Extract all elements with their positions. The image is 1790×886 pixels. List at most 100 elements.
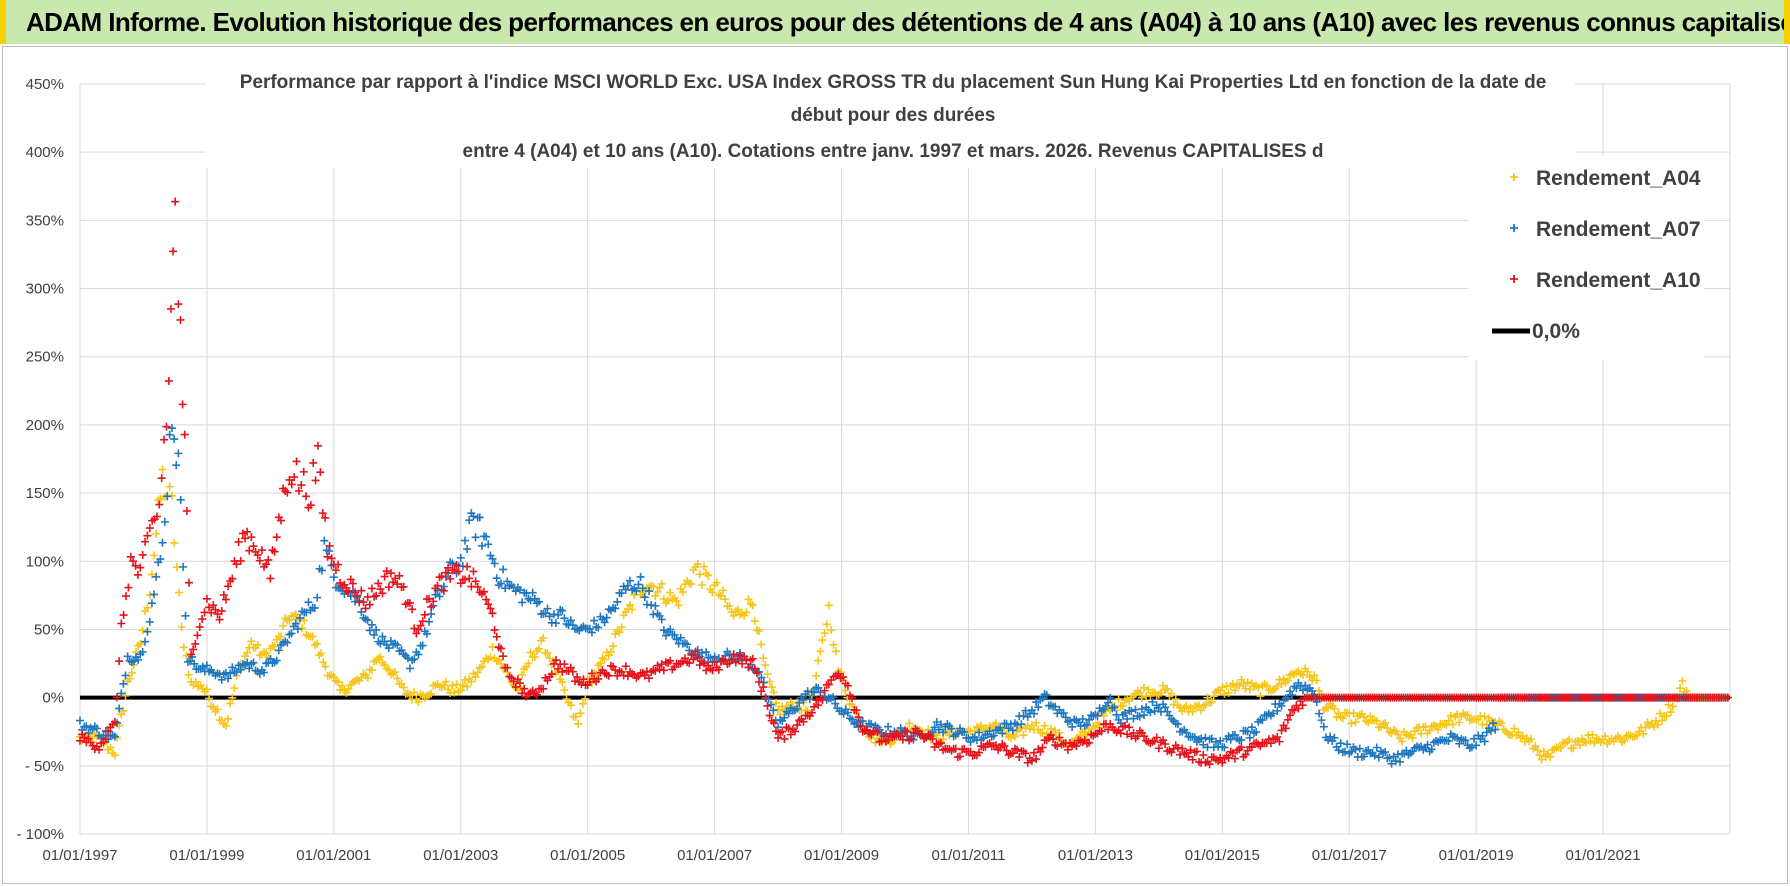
point-rendement-a10 [659,666,668,675]
point-rendement-a10 [406,599,414,608]
point-rendement-a10 [198,615,207,624]
point-rendement-a10 [372,591,381,600]
point-rendement-a10 [1129,729,1138,738]
point-rendement-a10 [1199,751,1208,760]
point-rendement-a10 [253,551,262,560]
point-rendement-a07 [283,638,292,647]
point-rendement-a07 [757,673,766,682]
point-rendement-a04 [247,637,256,646]
point-rendement-a04 [761,661,770,670]
point-rendement-a10 [532,690,541,699]
point-rendement-a10 [619,671,628,680]
point-rendement-a10 [757,687,766,696]
point-rendement-a07 [115,704,124,713]
point-rendement-a04 [600,655,609,664]
point-rendement-a07 [129,657,138,666]
point-rendement-a07 [1317,716,1326,725]
point-rendement-a10 [241,534,249,543]
point-rendement-a10 [110,717,119,726]
point-rendement-a04 [1273,682,1282,691]
point-rendement-a04 [1649,722,1658,731]
point-rendement-a10 [1178,744,1187,753]
point-rendement-a10 [799,717,808,726]
point-rendement-a10 [221,595,230,604]
point-rendement-a10 [429,597,438,606]
point-rendement-a07 [76,716,84,725]
point-rendement-a10 [774,733,783,742]
scatter-points [76,197,1732,769]
point-rendement-a10 [573,673,582,682]
point-rendement-a07 [1129,714,1138,723]
point-rendement-a07 [858,717,867,726]
point-rendement-a10 [294,486,303,495]
point-rendement-a10 [547,670,556,679]
point-rendement-a07 [1326,732,1335,741]
point-rendement-a07 [1032,698,1041,707]
point-rendement-a04 [338,681,347,690]
point-rendement-a10 [1298,701,1307,710]
point-rendement-a04 [1351,718,1360,727]
point-rendement-a04 [1347,719,1356,728]
point-rendement-a10 [292,457,301,466]
point-rendement-a07 [560,614,569,623]
point-rendement-a07 [232,667,241,676]
point-rendement-a07 [165,430,174,439]
point-rendement-a10 [353,591,362,600]
point-rendement-a10 [486,604,495,613]
point-rendement-a04 [486,653,495,662]
point-rendement-a04 [1678,676,1687,685]
point-rendement-a07 [1190,733,1199,742]
point-rendement-a10 [418,617,427,626]
point-rendement-a07 [1019,711,1028,720]
point-rendement-a10 [236,556,245,565]
point-rendement-a04 [818,636,827,645]
point-rendement-a07 [1093,711,1102,720]
point-rendement-a10 [454,567,463,576]
point-rendement-a07 [1385,753,1394,762]
point-rendement-a04 [742,608,751,617]
point-rendement-a04 [733,605,742,614]
point-rendement-a07 [1347,747,1356,756]
point-rendement-a04 [1224,688,1233,697]
point-rendement-a04 [458,681,467,690]
point-rendement-a07 [1059,709,1068,718]
point-rendement-a04 [121,691,130,700]
point-rendement-a07 [1478,731,1487,740]
point-rendement-a10 [124,583,133,592]
point-rendement-a04 [757,640,766,649]
point-rendement-a07 [163,492,172,501]
point-rendement-a07 [320,536,329,545]
point-rendement-a04 [765,677,774,686]
point-rendement-a04 [145,591,154,600]
point-rendement-a10 [473,582,482,591]
point-rendement-a04 [336,685,345,694]
point-rendement-a04 [1514,728,1523,737]
point-rendement-a07 [488,554,497,563]
point-rendement-a10 [778,727,787,736]
point-rendement-a10 [784,724,793,733]
point-rendement-a10 [907,734,916,743]
point-rendement-a04 [905,719,914,728]
point-rendement-a07 [1283,693,1292,702]
point-rendement-a07 [1137,704,1146,713]
point-rendement-a07 [186,657,194,666]
point-rendement-a10 [755,678,764,687]
point-rendement-a10 [283,488,292,497]
point-rendement-a07 [1140,711,1149,720]
point-rendement-a04 [182,651,191,660]
point-rendement-a10 [176,315,185,324]
point-rendement-a10 [334,560,343,569]
point-rendement-a04 [1425,726,1434,735]
point-rendement-a10 [759,683,768,692]
point-rendement-a04 [763,669,772,678]
point-rendement-a07 [1051,702,1060,711]
point-rendement-a10 [325,541,334,550]
point-rendement-a10 [733,654,742,663]
point-rendement-a04 [1639,729,1648,738]
point-rendement-a04 [1582,738,1591,747]
point-rendement-a04 [697,580,706,589]
x-tick-label: 01/01/2013 [1058,847,1133,864]
point-rendement-a04 [448,681,457,690]
point-rendement-a10 [1036,747,1045,756]
point-rendement-a10 [160,435,169,444]
